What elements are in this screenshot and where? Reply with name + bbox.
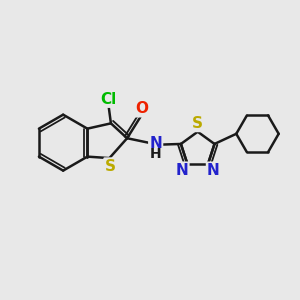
Text: S: S (192, 116, 203, 131)
Text: Cl: Cl (100, 92, 117, 107)
Text: N: N (149, 136, 162, 151)
Text: O: O (135, 101, 148, 116)
Text: N: N (207, 163, 220, 178)
Text: S: S (104, 158, 116, 173)
Text: H: H (150, 147, 161, 161)
Text: N: N (176, 163, 188, 178)
